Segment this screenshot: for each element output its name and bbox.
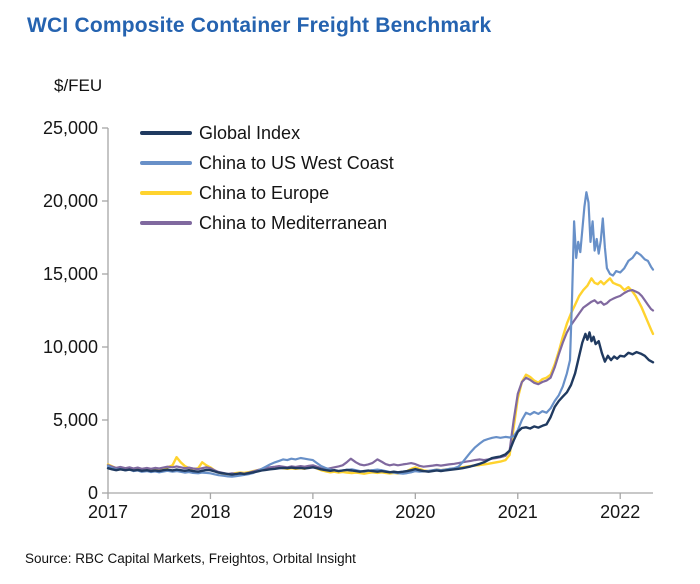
legend-swatch-line xyxy=(140,221,192,225)
legend-item: China to Europe xyxy=(140,178,394,208)
legend-label: China to Europe xyxy=(199,182,330,203)
series-line-china-to-us-west-coast xyxy=(106,191,655,478)
y-axis-unit-label: $/FEU xyxy=(54,76,103,95)
legend-swatch-line xyxy=(140,191,192,195)
y-tick-label: 15,000 xyxy=(42,264,98,284)
x-tick-label: 2018 xyxy=(190,502,231,522)
page-title: WCI Composite Container Freight Benchmar… xyxy=(27,14,492,37)
y-tick-label: 20,000 xyxy=(42,191,98,211)
legend-swatch-line xyxy=(140,161,192,165)
y-tick-label: 10,000 xyxy=(42,337,98,357)
legend-swatch-line xyxy=(140,131,192,135)
legend-item: China to US West Coast xyxy=(140,148,394,178)
legend-label: China to Mediterranean xyxy=(199,212,388,233)
legend-item: Global Index xyxy=(140,118,394,148)
x-tick-label: 2021 xyxy=(497,502,538,522)
series-line-global-index xyxy=(106,331,655,476)
legend-item: China to Mediterranean xyxy=(140,208,394,238)
source-note: Source: RBC Capital Markets, Freightos, … xyxy=(25,551,356,566)
legend: Global Index China to US West Coast China … xyxy=(140,118,394,238)
x-tick-label: 2019 xyxy=(292,502,333,522)
x-tick-label: 2022 xyxy=(600,502,641,522)
y-tick-label: 25,000 xyxy=(42,118,98,138)
x-tick-label: 2017 xyxy=(87,502,129,522)
y-tick-label: 5,000 xyxy=(52,410,98,430)
series-line-china-to-mediterranean xyxy=(106,289,655,476)
y-tick-label: 0 xyxy=(87,483,98,503)
x-tick-label: 2020 xyxy=(395,502,436,522)
legend-label: Global Index xyxy=(199,122,301,143)
legend-label: China to US West Coast xyxy=(199,152,394,173)
